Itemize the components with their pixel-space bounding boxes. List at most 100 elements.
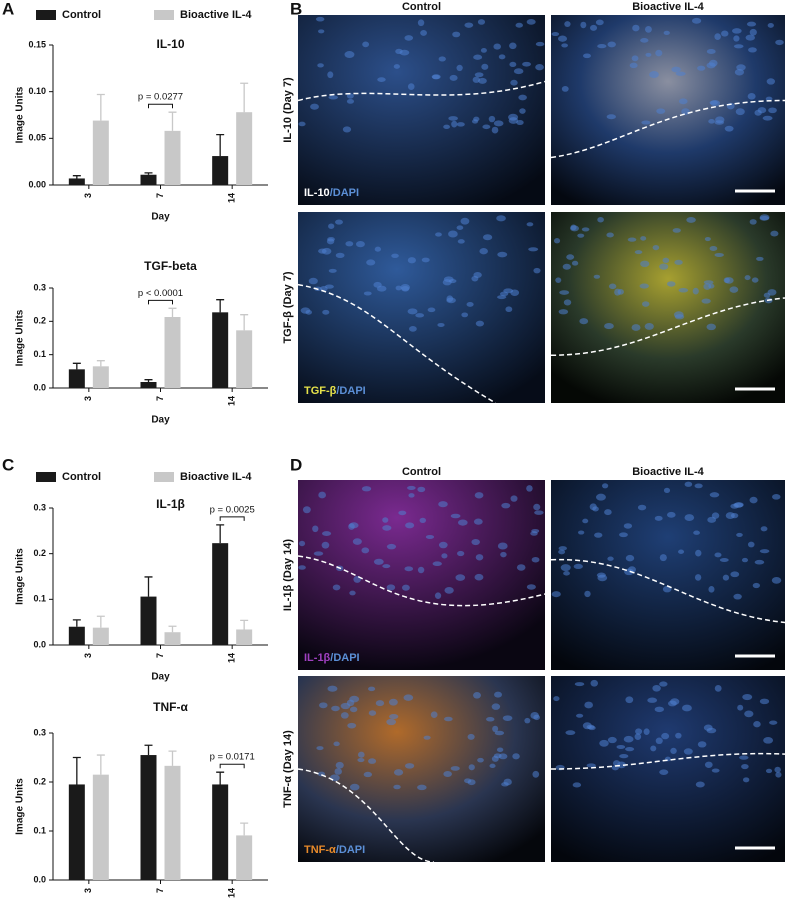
nucleus xyxy=(607,736,617,744)
nucleus xyxy=(768,107,777,114)
nucleus xyxy=(455,574,466,581)
nucleus xyxy=(619,754,629,759)
nucleus xyxy=(473,518,483,525)
nucleus xyxy=(670,747,677,754)
nucleus xyxy=(634,733,642,741)
nucleus xyxy=(332,584,341,591)
nucleus xyxy=(625,696,634,704)
error-bar xyxy=(240,82,249,113)
x-axis-label: Day xyxy=(151,212,170,223)
nucleus xyxy=(643,728,650,736)
nucleus xyxy=(714,252,724,258)
nucleus xyxy=(655,737,663,745)
nucleus xyxy=(684,514,695,522)
nucleus xyxy=(461,312,469,318)
nucleus xyxy=(346,99,355,104)
nucleus xyxy=(678,549,685,554)
nucleus xyxy=(763,737,774,744)
nucleus xyxy=(419,517,427,523)
nucleus xyxy=(448,230,458,238)
nucleus xyxy=(707,516,717,523)
nucleus xyxy=(533,503,541,511)
micrograph xyxy=(551,15,785,205)
nucleus xyxy=(532,770,540,778)
nucleus xyxy=(407,308,418,315)
nucleus xyxy=(765,768,773,774)
nucleus xyxy=(637,504,647,511)
bar xyxy=(92,774,109,880)
nucleus xyxy=(515,22,523,28)
bar xyxy=(68,626,85,645)
nucleus xyxy=(451,120,458,128)
stain-label: IL-10/DAPI xyxy=(304,187,359,199)
nucleus xyxy=(321,541,330,549)
nucleus xyxy=(356,240,365,248)
nucleus xyxy=(759,549,770,554)
nucleus xyxy=(736,532,743,537)
legend-label: Control xyxy=(62,471,101,483)
y-tick-label: 0.05 xyxy=(28,133,46,143)
nucleus xyxy=(313,551,324,556)
bar xyxy=(236,330,253,388)
y-tick-label: 0.1 xyxy=(33,825,46,835)
nucleus xyxy=(593,274,601,279)
nucleus xyxy=(742,693,753,701)
nucleus xyxy=(468,764,475,771)
nucleus xyxy=(582,518,589,524)
boundary-line xyxy=(298,82,545,101)
boundary-line xyxy=(298,769,434,862)
y-axis-label: Image Units xyxy=(15,309,26,366)
nucleus xyxy=(563,299,572,306)
nucleus xyxy=(629,62,638,69)
panel-label: B xyxy=(290,0,302,18)
nucleus xyxy=(446,295,454,303)
stain-label: TNF-α/DAPI xyxy=(304,844,365,856)
nucleus xyxy=(714,684,722,692)
nucleus xyxy=(672,228,681,233)
nucleus xyxy=(571,260,579,266)
nucleus xyxy=(417,566,425,574)
annotation: p = 0.0025 xyxy=(210,504,255,515)
nucleus xyxy=(319,702,328,709)
nucleus xyxy=(608,283,617,290)
nucleus xyxy=(493,43,501,50)
nucleus xyxy=(500,551,507,558)
nucleus xyxy=(298,565,306,570)
nucleus xyxy=(606,232,614,238)
nucleus xyxy=(474,492,484,499)
nucleus xyxy=(704,236,711,242)
chart-title: TNF-α xyxy=(153,700,188,714)
nucleus xyxy=(457,550,465,557)
error-bar xyxy=(72,619,81,627)
nucleus xyxy=(425,534,435,539)
nucleus xyxy=(656,108,666,114)
nucleus xyxy=(482,124,491,130)
nucleus xyxy=(601,483,609,489)
nucleus xyxy=(681,704,692,712)
nucleus xyxy=(491,703,501,710)
nucleus xyxy=(340,712,349,719)
nucleus xyxy=(741,763,749,770)
nucleus xyxy=(631,55,639,62)
nucleus xyxy=(466,302,474,307)
nucleus xyxy=(733,35,740,42)
nucleus xyxy=(528,247,539,252)
micrograph xyxy=(298,212,545,403)
boundary-line xyxy=(298,556,545,606)
nucleus xyxy=(551,31,560,37)
nucleus xyxy=(315,16,325,22)
x-tick-label: 3 xyxy=(83,193,93,198)
nucleus xyxy=(590,679,599,687)
significance-bracket xyxy=(148,103,173,109)
stain-part: /DAPI xyxy=(330,187,359,199)
nucleus xyxy=(747,93,756,100)
nucleus xyxy=(767,289,777,296)
nucleus xyxy=(753,721,761,728)
nucleus xyxy=(494,730,505,736)
nucleus xyxy=(318,29,325,34)
boundary-line xyxy=(551,298,785,355)
nucleus xyxy=(697,65,706,71)
nucleus xyxy=(534,510,544,515)
nucleus xyxy=(730,571,740,578)
